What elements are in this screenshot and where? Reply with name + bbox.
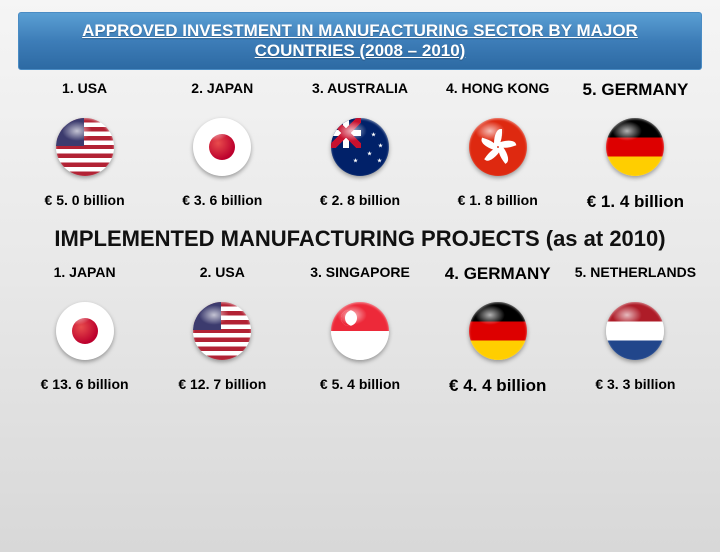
investment-value: € 4. 4 billion — [433, 376, 562, 396]
flag-cell — [295, 106, 424, 186]
flag-cell — [571, 290, 700, 370]
usa-flag-icon — [193, 302, 251, 360]
flag-cell — [433, 290, 562, 370]
investment-value: € 5. 4 billion — [295, 376, 424, 396]
flag-cell — [158, 290, 287, 370]
implemented-labels-row: 1. JAPAN 2. USA 3. SINGAPORE 4. GERMANY 5. N… — [0, 264, 720, 284]
investment-value: € 12. 7 billion — [158, 376, 287, 396]
investment-value: € 1. 8 billion — [433, 192, 562, 212]
implemented-flags-row — [0, 290, 720, 370]
country-label: 5. GERMANY — [571, 80, 700, 100]
flag-cell — [20, 106, 149, 186]
country-label: 4. GERMANY — [433, 264, 562, 284]
investment-value: € 5. 0 billion — [20, 192, 149, 212]
japan-flag-icon — [193, 118, 251, 176]
approved-flags-row — [0, 106, 720, 186]
flag-cell — [295, 290, 424, 370]
flag-cell — [433, 106, 562, 186]
investment-value: € 1. 4 billion — [571, 192, 700, 212]
country-label: 3. AUSTRALIA — [295, 80, 424, 100]
country-label: 2. JAPAN — [158, 80, 287, 100]
investment-value: € 13. 6 billion — [20, 376, 149, 396]
usa-flag-icon — [56, 118, 114, 176]
country-label: 3. SINGAPORE — [295, 264, 424, 284]
country-label: 1. USA — [20, 80, 149, 100]
germany-flag-icon — [606, 118, 664, 176]
investment-value: € 3. 6 billion — [158, 192, 287, 212]
country-label: 5. NETHERLANDS — [571, 264, 700, 284]
approved-values-row: € 5. 0 billion € 3. 6 billion € 2. 8 billi… — [0, 192, 720, 212]
approved-labels-row: 1. USA 2. JAPAN 3. AUSTRALIA 4. HONG KONG 5.… — [0, 80, 720, 100]
country-label: 1. JAPAN — [20, 264, 149, 284]
investment-value: € 3. 3 billion — [571, 376, 700, 396]
flag-cell — [571, 106, 700, 186]
title-banner: APPROVED INVESTMENT IN MANUFACTURING SEC… — [18, 12, 702, 70]
hongkong-flag-icon — [469, 118, 527, 176]
australia-flag-icon — [331, 118, 389, 176]
flag-cell — [20, 290, 149, 370]
japan-flag-icon — [56, 302, 114, 360]
investment-value: € 2. 8 billion — [295, 192, 424, 212]
germany-flag-icon — [469, 302, 527, 360]
country-label: 4. HONG KONG — [433, 80, 562, 100]
implemented-values-row: € 13. 6 billion € 12. 7 billion € 5. 4 bil… — [0, 376, 720, 396]
country-label: 2. USA — [158, 264, 287, 284]
flag-cell — [158, 106, 287, 186]
netherlands-flag-icon — [606, 302, 664, 360]
implemented-header: IMPLEMENTED MANUFACTURING PROJECTS (as a… — [0, 226, 720, 252]
singapore-flag-icon — [331, 302, 389, 360]
